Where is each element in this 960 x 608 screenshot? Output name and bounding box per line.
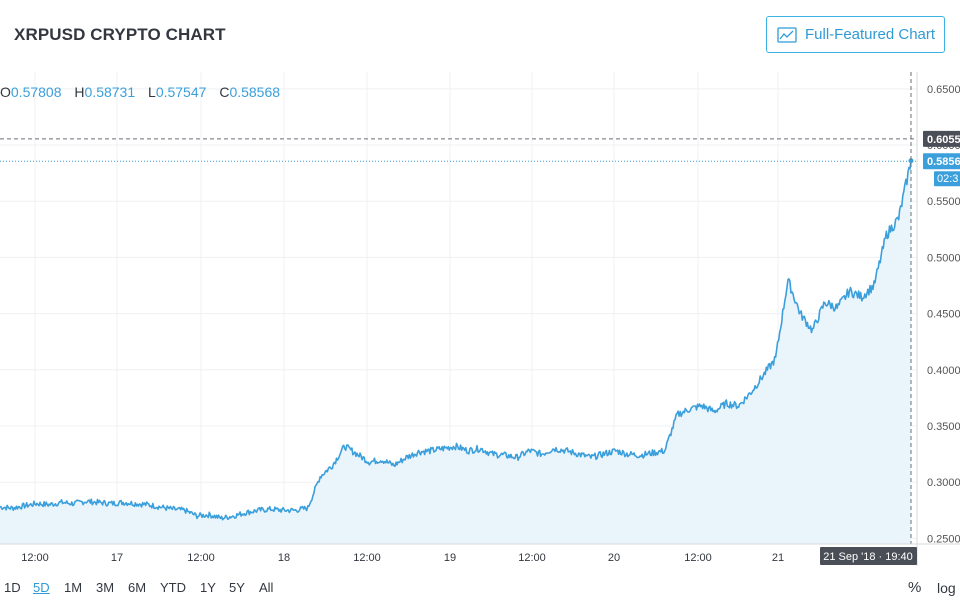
log-scale-toggle[interactable]: log	[937, 580, 956, 596]
range-3m[interactable]: 3M	[96, 580, 115, 595]
price-series	[0, 158, 914, 545]
time-tick-label: 12:00	[21, 552, 49, 564]
range-5d[interactable]: 5D	[33, 580, 50, 595]
range-1m[interactable]: 1M	[64, 580, 83, 595]
price-chart[interactable]: 0.65000.60000.55000.50000.45000.40000.35…	[0, 72, 960, 566]
price-tick-label: 0.3000	[927, 477, 960, 489]
chart-header: XRPUSD CRYPTO CHART Full-Featured Chart	[0, 0, 960, 72]
price-markers: 0.6055 0.5856 02:3 21 Sep '18 · 19:40	[820, 130, 960, 565]
crosshair-price-label: 0.6055	[927, 134, 960, 146]
ohlc-open-label: O	[0, 84, 11, 100]
price-tick-label: 0.2500	[927, 533, 960, 545]
crosshair-time-marker	[820, 547, 917, 565]
range-1d[interactable]: 1D	[4, 580, 21, 595]
range-ytd[interactable]: YTD	[160, 580, 186, 595]
ohlc-open-value: 0.57808	[10, 84, 62, 100]
ohlc-high-label: H	[74, 84, 85, 100]
crosshair	[0, 72, 917, 544]
ohlc-high-value: 0.58731	[84, 84, 136, 100]
price-tick-label: 0.5500	[927, 196, 960, 208]
chart-line-icon	[777, 26, 797, 43]
time-tick-label: 12:00	[187, 552, 215, 564]
last-price-dot	[908, 158, 914, 164]
percent-scale-toggle[interactable]: %	[908, 579, 922, 596]
range-toolbar: 1D 5D 1M 3M 6M YTD 1Y 5Y All % log	[0, 570, 960, 608]
time-tick-label: 12:00	[518, 552, 546, 564]
ohlc-close-label: C	[219, 84, 230, 100]
time-tick-label: 12:00	[353, 552, 381, 564]
range-5y[interactable]: 5Y	[229, 580, 245, 595]
price-tick-label: 0.4500	[927, 309, 960, 321]
price-axis: 0.65000.60000.55000.50000.45000.40000.35…	[916, 72, 960, 566]
price-tick-label: 0.4000	[927, 365, 960, 377]
price-tick-label: 0.3500	[927, 421, 960, 433]
price-chart-area[interactable]: 0.65000.60000.55000.50000.45000.40000.35…	[0, 72, 960, 566]
countdown-label: 02:3	[937, 173, 958, 185]
time-axis: 12:00 17 12:00 18 12:00 19 12:00 20 12:00 21	[0, 543, 960, 564]
time-tick-label: 19	[444, 552, 456, 564]
last-price-label: 0.5856	[927, 156, 960, 168]
price-line	[0, 160, 912, 521]
crosshair-time-label: 21 Sep '18 · 19:40	[823, 551, 913, 563]
time-tick-label: 18	[278, 552, 290, 564]
range-all[interactable]: All	[259, 580, 274, 595]
crosshair-price-marker	[923, 130, 960, 147]
ohlc-low-value: 0.57547	[155, 84, 207, 100]
last-price-marker	[923, 153, 960, 170]
ohlc-low-label: L	[148, 84, 156, 100]
time-tick-label: 12:00	[684, 552, 712, 564]
time-tick-label: 20	[608, 552, 620, 564]
full-featured-chart-button[interactable]: Full-Featured Chart	[766, 16, 945, 53]
price-tick-label: 0.5000	[927, 252, 960, 264]
range-6m[interactable]: 6M	[128, 580, 147, 595]
price-area-fill	[0, 160, 911, 545]
range-1y[interactable]: 1Y	[200, 580, 216, 595]
time-tick-label: 21	[772, 552, 784, 564]
countdown-marker	[934, 171, 960, 187]
time-tick-label: 17	[111, 552, 123, 564]
chart-title: XRPUSD CRYPTO CHART	[14, 25, 226, 44]
ohlc-legend: O0.57808 H0.58731 L0.57547 C0.58568	[0, 84, 289, 100]
full-featured-chart-label: Full-Featured Chart	[805, 26, 936, 43]
ohlc-close-value: 0.58568	[229, 84, 281, 100]
price-tick-label: 0.6500	[927, 84, 960, 96]
